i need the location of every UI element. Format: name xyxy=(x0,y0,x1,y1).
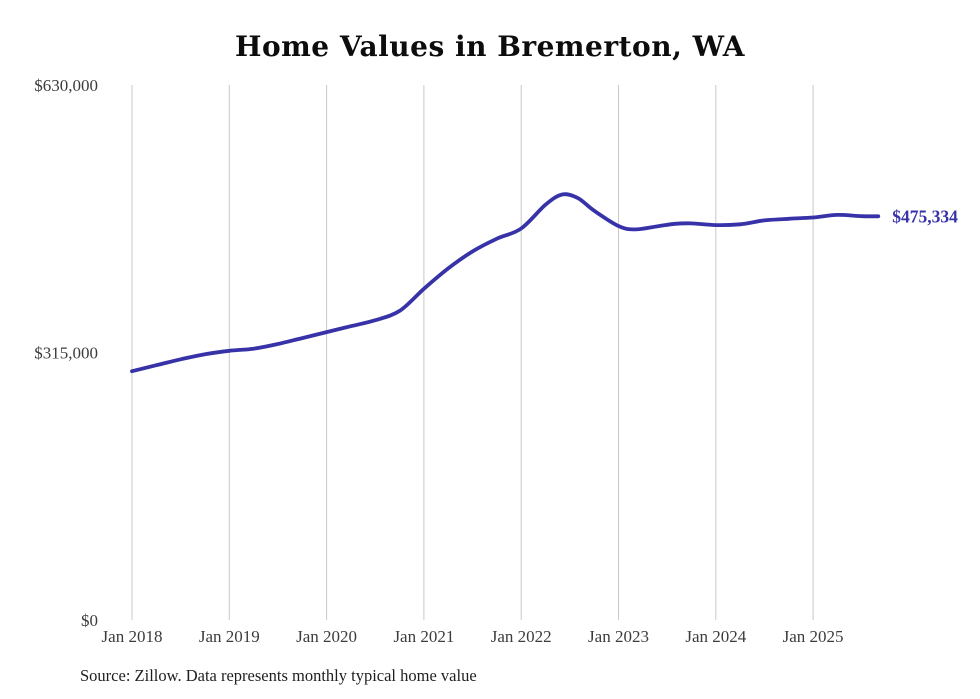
y-axis-tick-label: $0 xyxy=(81,611,98,630)
x-axis-tick-label: Jan 2021 xyxy=(393,627,454,646)
y-axis-tick-label: $315,000 xyxy=(34,344,98,363)
x-axis-tick-label: Jan 2019 xyxy=(199,627,260,646)
x-axis-tick-label: Jan 2018 xyxy=(102,627,163,646)
x-axis-tick-label: Jan 2020 xyxy=(296,627,357,646)
end-value-label: $475,334 xyxy=(892,206,958,226)
x-axis-tick-label: Jan 2022 xyxy=(491,627,552,646)
x-axis-tick-label: Jan 2025 xyxy=(783,627,844,646)
x-axis-tick-label: Jan 2024 xyxy=(685,627,746,646)
x-axis-tick-label: Jan 2023 xyxy=(588,627,649,646)
home-value-line xyxy=(130,192,881,374)
source-note: Source: Zillow. Data represents monthly … xyxy=(80,666,477,685)
y-axis-tick-label: $630,000 xyxy=(34,76,98,95)
chart-title: Home Values in Bremerton, WA xyxy=(235,30,745,63)
